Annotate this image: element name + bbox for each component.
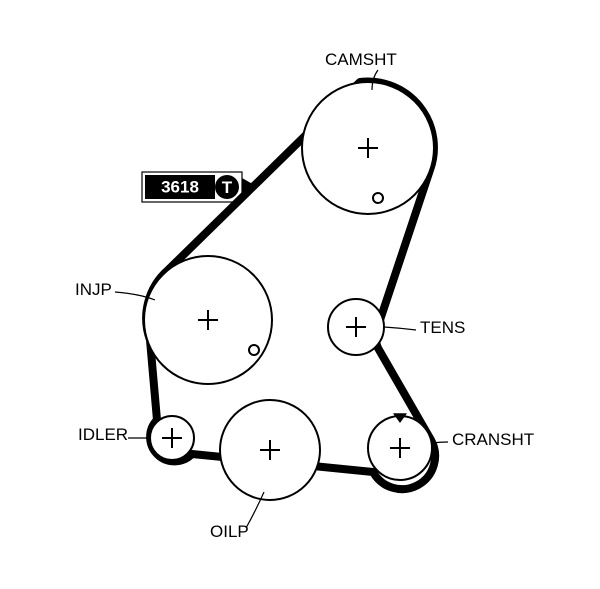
label-oilp: OILP (210, 522, 249, 541)
pulley-cransht (368, 416, 432, 480)
belt-routing-diagram: CAMSHT INJP TENS IDLER OILP CRANSHT 3618 T (0, 0, 600, 589)
pulley-oilp (220, 400, 320, 500)
leader-cransht (432, 442, 448, 443)
label-cransht: CRANSHT (452, 430, 534, 449)
pulley-tens (328, 299, 384, 355)
pulley-idler (150, 416, 194, 460)
pulley-camsht (302, 82, 434, 214)
label-tens: TENS (420, 318, 465, 337)
leader-tens (384, 327, 416, 330)
pulley-injp (144, 256, 272, 384)
part-letter: T (222, 178, 233, 197)
label-idler: IDLER (78, 425, 128, 444)
part-number: 3618 (161, 177, 199, 196)
label-injp: INJP (75, 280, 112, 299)
label-camsht: CAMSHT (325, 50, 397, 69)
